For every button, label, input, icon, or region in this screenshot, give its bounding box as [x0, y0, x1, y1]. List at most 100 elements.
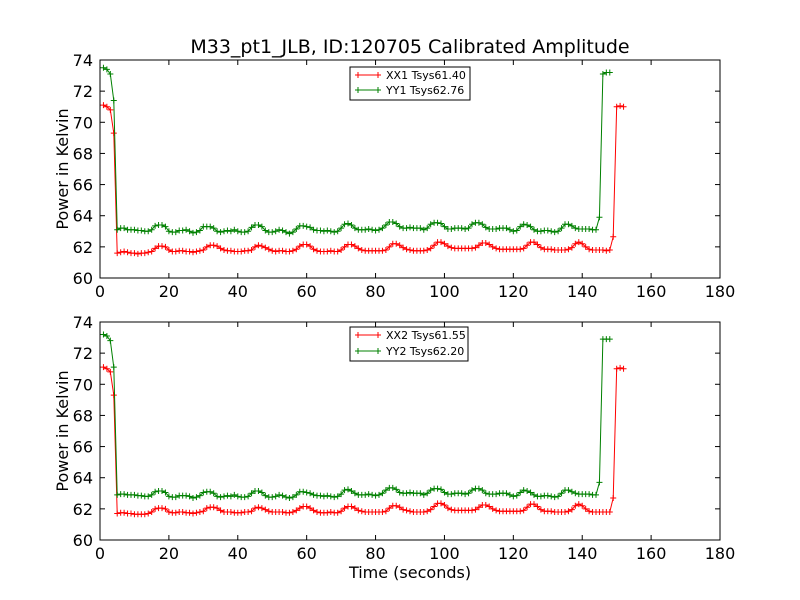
data-point — [217, 245, 224, 252]
data-point — [441, 501, 448, 508]
data-point — [331, 494, 338, 501]
data-point — [258, 223, 265, 230]
data-point — [613, 103, 620, 110]
data-point — [393, 240, 400, 247]
data-point — [620, 103, 627, 110]
data-point — [193, 229, 200, 236]
data-point — [193, 494, 200, 501]
data-point — [107, 337, 114, 344]
data-point — [568, 506, 575, 513]
y-tick-label: 66 — [73, 176, 93, 195]
data-point — [376, 226, 382, 233]
data-point — [351, 243, 358, 250]
data-point — [231, 226, 238, 233]
data-point — [548, 493, 555, 500]
data-point — [389, 484, 396, 491]
data-point — [172, 494, 179, 501]
data-point — [110, 364, 117, 371]
data-point — [548, 228, 555, 235]
data-point — [434, 219, 441, 226]
data-point — [548, 246, 555, 253]
data-point — [424, 246, 431, 253]
data-point — [227, 493, 234, 500]
y-tick-label: 66 — [73, 438, 93, 457]
data-point — [186, 228, 193, 235]
data-point — [386, 505, 393, 512]
data-point — [128, 510, 134, 517]
data-point — [558, 225, 565, 232]
data-point — [320, 493, 327, 500]
data-point — [162, 489, 169, 496]
data-point — [148, 508, 155, 515]
data-point — [248, 246, 255, 253]
legend-label: XX2 Tsys61.55 — [386, 329, 466, 342]
data-point — [462, 491, 469, 498]
data-point — [503, 225, 510, 232]
data-point — [586, 491, 593, 498]
data-point — [179, 227, 186, 234]
data-point — [606, 336, 613, 343]
data-point — [165, 246, 172, 253]
data-point — [248, 224, 255, 231]
data-point — [152, 505, 159, 512]
data-point — [458, 225, 465, 232]
data-point — [572, 240, 579, 247]
data-point — [396, 489, 403, 496]
data-point — [245, 228, 252, 235]
data-point — [107, 71, 114, 78]
data-point — [293, 507, 300, 514]
data-point — [593, 226, 599, 233]
data-point — [324, 248, 331, 255]
data-point — [365, 225, 372, 232]
data-point — [334, 248, 341, 255]
data-point — [303, 223, 310, 230]
data-point — [221, 228, 227, 235]
data-point — [289, 247, 296, 254]
legend-entry: YY2 Tsys62.20 — [355, 345, 464, 358]
data-point — [238, 248, 245, 255]
data-point — [503, 490, 510, 497]
data-point — [486, 503, 493, 510]
data-point — [620, 365, 627, 372]
data-point — [565, 487, 572, 494]
data-point — [617, 364, 624, 371]
data-point — [555, 493, 562, 500]
data-point — [341, 487, 348, 494]
data-point — [531, 501, 537, 508]
data-point — [565, 246, 572, 253]
data-point — [537, 493, 544, 500]
data-point — [351, 225, 358, 232]
data-point — [131, 250, 138, 257]
data-point — [314, 247, 320, 254]
data-point — [531, 239, 537, 246]
data-point — [376, 491, 382, 498]
data-point — [537, 506, 544, 513]
data-point — [524, 242, 531, 249]
y-tick-label: 74 — [73, 313, 93, 332]
data-point — [403, 490, 410, 497]
data-point — [348, 503, 355, 510]
data-point — [555, 228, 562, 235]
data-point — [345, 486, 351, 493]
data-point — [210, 225, 217, 232]
data-point — [417, 225, 424, 232]
data-point — [114, 491, 121, 498]
data-point — [214, 243, 221, 250]
data-point — [586, 508, 593, 515]
data-point — [293, 225, 300, 232]
data-point — [286, 494, 293, 501]
data-point — [575, 239, 582, 246]
data-point — [469, 245, 475, 252]
data-point — [165, 508, 172, 515]
legend-box — [349, 326, 469, 362]
data-point — [593, 491, 599, 498]
data-point — [303, 489, 310, 496]
subplot-bottom: 0 20 40 60 80 100 120 140 160 180 60 62 64 66 68 70 72 7… — [53, 313, 735, 582]
data-point — [334, 509, 341, 516]
data-point — [475, 219, 482, 226]
x-tick-label: 40 — [228, 544, 248, 563]
data-point — [434, 485, 441, 492]
data-point — [565, 221, 572, 228]
data-point — [110, 97, 117, 104]
data-point — [613, 365, 620, 372]
